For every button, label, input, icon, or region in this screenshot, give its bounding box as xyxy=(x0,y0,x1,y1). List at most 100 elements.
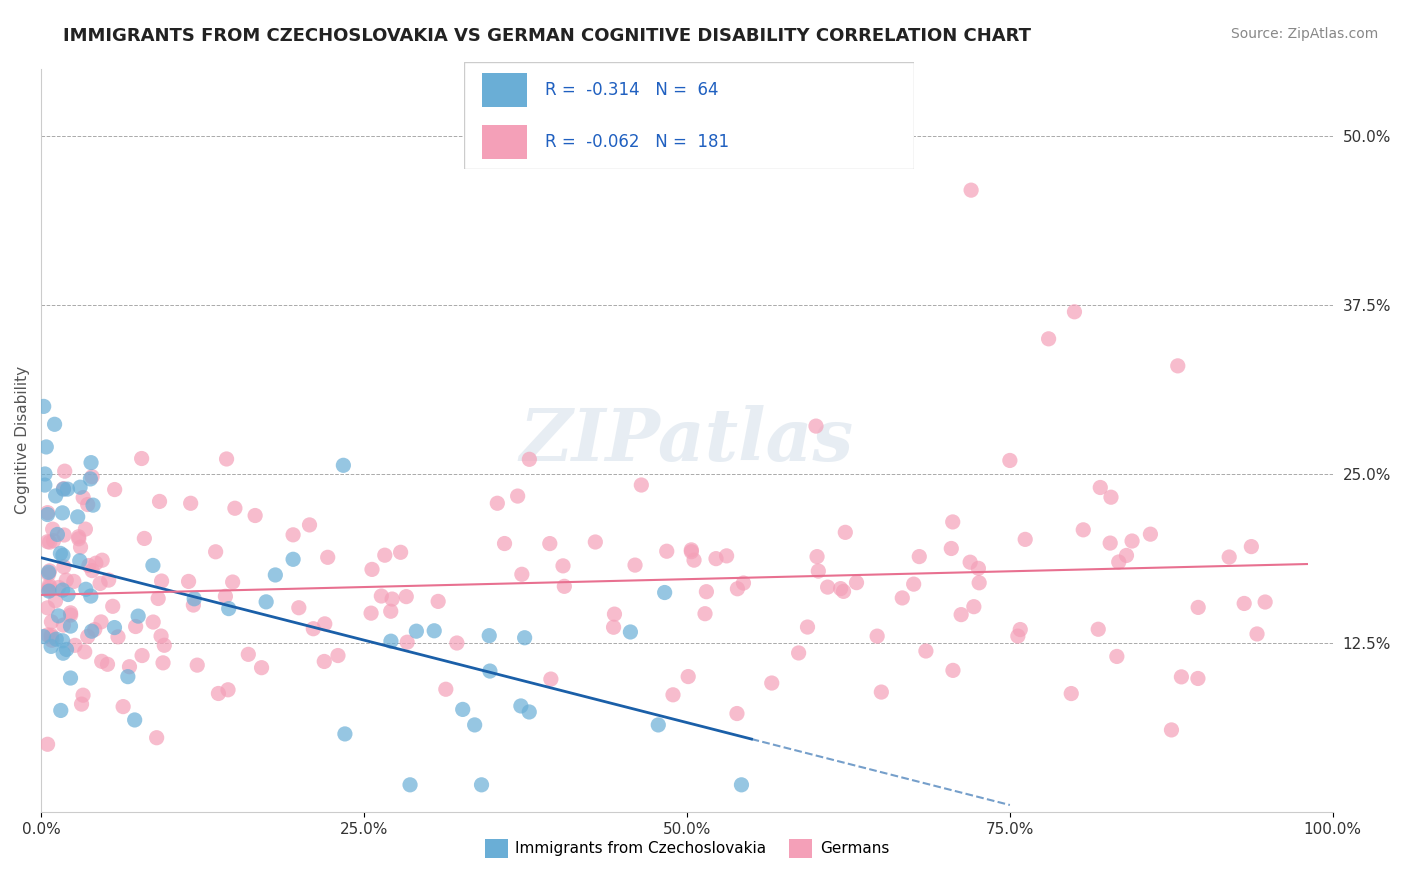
Point xyxy=(52,559,75,574)
Point xyxy=(551,558,574,573)
Point xyxy=(183,598,205,612)
Point xyxy=(1121,534,1143,549)
Point xyxy=(908,549,931,564)
Point xyxy=(298,517,321,532)
Point xyxy=(204,545,226,559)
Point xyxy=(91,553,114,567)
Point xyxy=(470,778,492,792)
Point xyxy=(361,562,384,576)
Point xyxy=(326,648,349,663)
Point xyxy=(207,686,229,700)
Point xyxy=(903,577,925,591)
Point xyxy=(1099,536,1122,550)
Point xyxy=(82,564,104,578)
Point xyxy=(52,482,75,496)
Point xyxy=(153,638,176,652)
Point xyxy=(218,601,240,615)
Point xyxy=(494,536,516,550)
Point xyxy=(117,670,139,684)
Point xyxy=(59,606,82,620)
Point xyxy=(96,657,118,672)
Point xyxy=(1087,622,1109,636)
Point xyxy=(396,635,419,649)
Point xyxy=(1233,597,1256,611)
Point xyxy=(830,582,852,596)
Point xyxy=(517,705,540,719)
Point xyxy=(796,620,818,634)
Point xyxy=(80,624,103,639)
Point xyxy=(538,536,561,550)
Point xyxy=(183,591,205,606)
Point xyxy=(90,615,112,629)
Point xyxy=(281,528,304,542)
Point xyxy=(145,731,167,745)
Point xyxy=(38,535,60,549)
Point xyxy=(76,630,98,644)
Point xyxy=(395,590,418,604)
Point xyxy=(75,522,97,536)
Point xyxy=(44,594,66,608)
Point xyxy=(41,522,63,536)
Point xyxy=(52,549,75,563)
FancyBboxPatch shape xyxy=(482,125,527,159)
Point xyxy=(34,467,56,481)
Point xyxy=(82,498,104,512)
Point xyxy=(695,584,717,599)
Point xyxy=(316,550,339,565)
Point xyxy=(59,671,82,685)
Point xyxy=(103,621,125,635)
Point xyxy=(76,498,98,512)
Point xyxy=(73,645,96,659)
Point xyxy=(804,419,827,434)
Point xyxy=(370,589,392,603)
Point xyxy=(1108,555,1130,569)
Point xyxy=(90,654,112,668)
Point xyxy=(725,582,748,596)
Point xyxy=(45,632,67,647)
Point xyxy=(112,699,135,714)
Text: IMMIGRANTS FROM CZECHOSLOVAKIA VS GERMAN COGNITIVE DISABILITY CORRELATION CHART: IMMIGRANTS FROM CZECHOSLOVAKIA VS GERMAN… xyxy=(63,27,1031,45)
Point xyxy=(281,552,304,566)
Point xyxy=(59,608,82,623)
Point xyxy=(104,483,127,497)
Point xyxy=(134,532,156,546)
Point xyxy=(52,646,75,660)
Point xyxy=(69,480,91,494)
Point xyxy=(654,585,676,599)
Point xyxy=(941,541,963,556)
Point xyxy=(124,713,146,727)
Point xyxy=(333,727,356,741)
Point xyxy=(915,644,938,658)
Point xyxy=(1187,600,1209,615)
Point xyxy=(56,482,79,496)
Point xyxy=(118,659,141,673)
FancyBboxPatch shape xyxy=(464,62,914,169)
Point xyxy=(725,706,748,721)
Point xyxy=(360,606,382,620)
Point xyxy=(217,682,239,697)
Point xyxy=(1115,549,1137,563)
Point xyxy=(681,545,703,559)
Point xyxy=(80,469,103,483)
Point xyxy=(834,525,856,540)
Point xyxy=(34,478,56,492)
Point xyxy=(53,464,76,478)
Point xyxy=(478,664,501,678)
Point xyxy=(446,636,468,650)
Point xyxy=(62,574,84,589)
Point xyxy=(69,540,91,554)
Point xyxy=(967,561,990,575)
Point xyxy=(1090,481,1112,495)
Point xyxy=(866,629,889,643)
Point xyxy=(32,400,55,414)
Point xyxy=(540,672,562,686)
Point xyxy=(38,564,60,578)
Text: R =  -0.062   N =  181: R = -0.062 N = 181 xyxy=(546,133,730,151)
Point xyxy=(80,456,103,470)
Point xyxy=(716,549,738,563)
Point xyxy=(1010,623,1032,637)
Point xyxy=(1099,490,1122,504)
Point xyxy=(733,576,755,591)
Point xyxy=(142,615,165,629)
Legend: Immigrants from Czechoslovakia, Germans: Immigrants from Czechoslovakia, Germans xyxy=(478,833,896,863)
